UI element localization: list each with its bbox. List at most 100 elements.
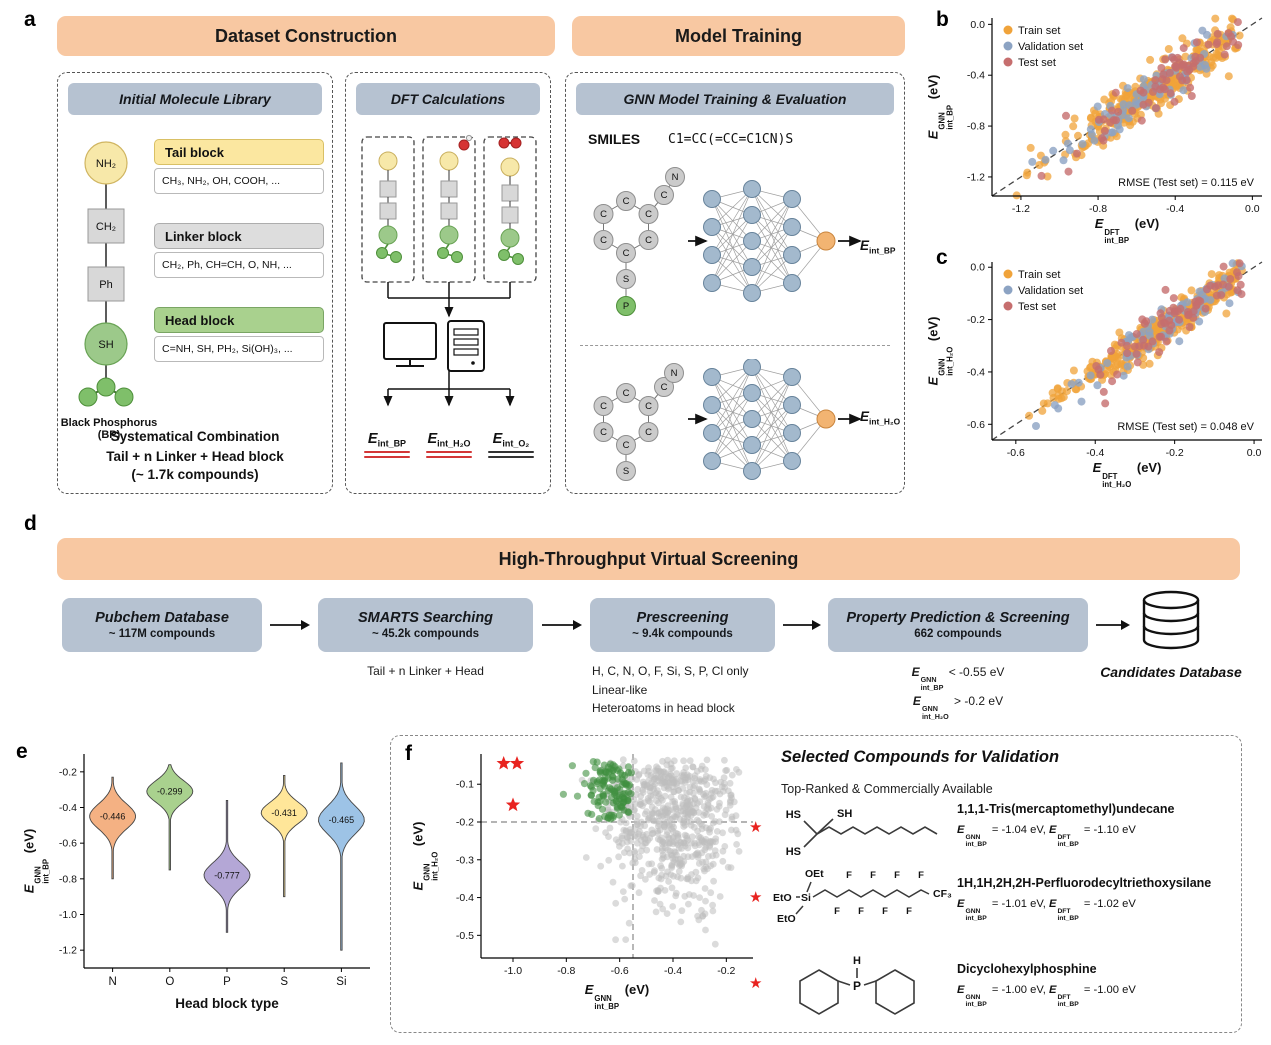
svg-text:Head block type: Head block type [175,996,279,1011]
computer-icon [383,322,437,367]
c-x-axis-label: E DFT int_H₂O (eV) [1092,460,1162,489]
svg-text:-0.6: -0.6 [59,838,77,850]
combination-line1: Systematical Combination [110,429,280,444]
panel-f-label: f [405,742,412,765]
star-icon: ★ [749,975,763,992]
library-title: Initial Molecule Library [68,83,322,115]
step-smarts: SMARTS Searching ~ 45.2k compounds [318,598,533,652]
o2-atom [510,137,522,149]
gnn-output-h2o: Eint_H₂O [860,409,901,427]
tail-block-header: Tail block [154,139,324,165]
svg-text:C: C [645,209,652,220]
svg-text:SH: SH [837,808,852,820]
server-icon [447,320,485,372]
svg-text:H: H [853,955,861,967]
svg-text:-0.2: -0.2 [59,766,77,778]
dft-molecule-box-2-water [422,134,476,283]
tail-block-items: CH₃, NH₂, OH, COOH, ... [154,168,324,194]
svg-text:-0.2: -0.2 [1166,447,1184,459]
svg-text:C: C [623,248,630,259]
panel-d-label: d [24,512,37,535]
p-node [616,296,636,316]
gnn-bottom-pipeline: CC CC CC CN S [593,359,862,481]
head-atom-label: SH [98,339,113,351]
smiles-string: C1=CC(=CC=C1CN)S [668,132,794,147]
gnn-training-box: GNN Model Training & Evaluation SMILES C… [565,72,905,494]
svg-text:RMSE (Test set) = 0.048 eV: RMSE (Test set) = 0.048 eV [1117,421,1254,433]
f-y-axis-label: E GNN int_H₂O (eV) [410,821,440,891]
criterion-h2o: E GNN int_H₂O > -0.2 eV [912,694,1004,721]
svg-text:C: C [661,382,668,393]
compound-name: Dicyclohexylphosphine [957,962,1097,976]
dft-molecule-box-1 [361,136,415,283]
svg-text:Test set: Test set [1018,57,1056,69]
dft-energy-o2: Eint_O₂ [480,431,542,458]
svg-text:-0.4: -0.4 [59,802,77,814]
c-y-axis-label: E GNN int_H₂O (eV) [925,316,955,386]
svg-text:-0.8: -0.8 [967,121,985,133]
svg-text:S: S [623,274,629,285]
linker2-label: Ph [99,279,112,291]
candidates-database-label: Candidates Database [1100,664,1242,680]
svg-text:F: F [834,906,840,917]
screening-criteria: E GNN int_BP < -0.55 eV E GNN int_H₂O > -0.2… [828,662,1088,720]
bp-atom [96,377,116,397]
svg-text:OEt: OEt [805,868,824,880]
flow-arrow [1096,620,1130,630]
svg-text:-0.8: -0.8 [59,873,77,885]
water-oxygen [458,139,470,151]
svg-text:C: C [645,235,652,246]
head-block-items: C=NH, SH, PH₂, Si(OH)₃, ... [154,336,324,362]
svg-text:EtO: EtO [773,892,792,904]
dft-calculations-box: DFT Calculations [345,72,551,494]
dark-underline [488,455,534,458]
svg-text:-0.4: -0.4 [456,892,474,904]
svg-text:-0.1: -0.1 [456,779,474,791]
svg-text:Train set: Train set [1018,25,1060,37]
svg-text:F: F [858,906,864,917]
svg-text:Validation set: Validation set [1018,41,1083,53]
svg-text:-0.299: -0.299 [157,786,183,796]
svg-text:N: N [672,172,679,183]
panel-c-label: c [936,246,948,269]
linker-block-items: CH₂, Ph, CH=CH, O, NH, ... [154,252,324,278]
bp-caption: Black Phosphorus (BP) [60,417,158,441]
svg-text:0.0: 0.0 [970,262,985,274]
svg-text:0.0: 0.0 [1247,447,1262,459]
panel-b: b -1.2 -0.8 -0.4 0.0 0.0 -0.4 -0.8 -1.2 Train se… [925,4,1271,244]
svg-text:-0.4: -0.4 [967,70,985,82]
compound-energies: E GNN int_BP = -1.04 eV, E DFT int_BP = -1.1… [957,824,1136,848]
panel-e-label: e [16,740,28,763]
b-y-axis-label: E GNN int_BP (eV) [925,74,955,140]
structure-trismercapto: HS SH HS [786,808,938,856]
svg-text:-0.2: -0.2 [717,965,735,977]
svg-text:C: C [623,388,630,399]
svg-text:C: C [623,196,630,207]
svg-text:F: F [882,906,888,917]
red-underline [364,451,410,454]
svg-text:-1.2: -1.2 [1012,203,1030,215]
svg-text:-0.2: -0.2 [456,817,474,829]
svg-text:O: O [165,976,174,988]
svg-text:Si: Si [336,976,346,988]
selected-compounds-subtitle: Top-Ranked & Commercially Available [781,782,993,796]
linker-block-header: Linker block [154,223,324,249]
svg-text:-1.2: -1.2 [967,171,985,183]
star-icon: ★ [749,819,763,836]
svg-text:0.0: 0.0 [970,19,985,31]
svg-text:0.0: 0.0 [1245,203,1260,215]
scatter-plot-h2o-parity: -0.6 -0.4 -0.2 0.0 0.0 -0.2 -0.4 -0.6 Train set V… [967,259,1263,459]
svg-text:-1.0: -1.0 [59,909,77,921]
head-block-header: Head block [154,307,324,333]
neural-network [703,359,836,480]
selected-compounds-title: Selected Compounds for Validation [781,748,1060,766]
combination-line3: (~ 1.7k compounds) [131,467,259,482]
panel-f-box: f -1.0 -0.8 -0.6 -0.4 -0.2 -0.1 -0.2 -0.3 -0.4 -0… [390,735,1242,1033]
svg-text:C: C [661,190,668,201]
svg-text:P: P [623,301,629,312]
step-prescreening: Prescreening ~ 9.4k compounds [590,598,775,652]
linker1-square [87,208,125,244]
svg-text:Validation set: Validation set [1018,285,1083,297]
smarts-note: Tail + n Linker + Head [367,664,484,678]
